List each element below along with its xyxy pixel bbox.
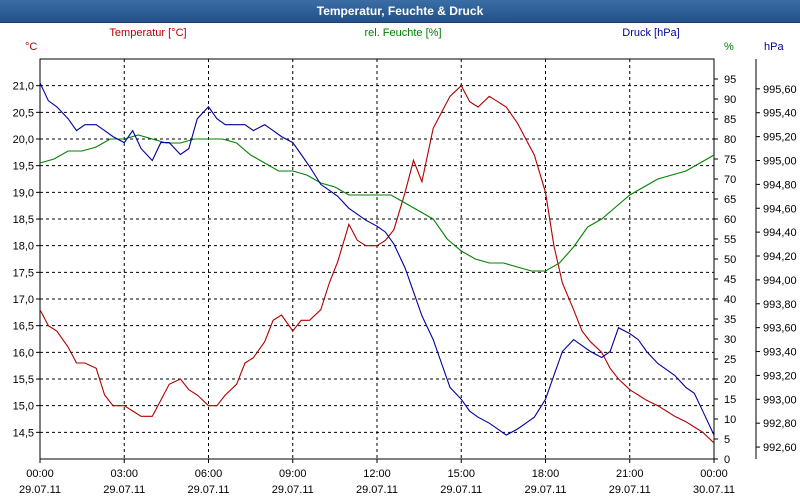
- temperature-tick-label: 16,0: [13, 347, 34, 359]
- series-line-pressure: [39, 82, 715, 436]
- time-tick-label: 00:00: [26, 468, 54, 480]
- temperature-tick-label: 15,0: [13, 401, 34, 413]
- humidity-tick-label: 95: [724, 74, 736, 86]
- humidity-tick-label: 80: [724, 134, 736, 146]
- humidity-tick-label: 35: [724, 314, 736, 326]
- pressure-tick-label: 992,60: [763, 442, 797, 454]
- time-tick-label: 15:00: [447, 468, 475, 480]
- temperature-tick-label: 15,5: [13, 374, 34, 386]
- pressure-tick-label: 995,20: [763, 132, 797, 144]
- temperature-tick-label: 21,0: [13, 81, 34, 93]
- date-tick-label: 29.07.11: [356, 484, 398, 496]
- pressure-tick-label: 994,60: [763, 203, 797, 215]
- pressure-tick-label: 992,80: [763, 418, 797, 430]
- humidity-tick-label: 25: [724, 354, 736, 366]
- series-line-humidity: [39, 134, 715, 272]
- date-tick-label: 29.07.11: [19, 484, 61, 496]
- humidity-tick-label: 90: [724, 94, 736, 106]
- humidity-tick-label: 30: [724, 334, 736, 346]
- humidity-tick-label: 65: [724, 194, 736, 206]
- temperature-tick-label: 18,5: [13, 214, 34, 226]
- temperature-tick-label: 20,5: [13, 107, 34, 119]
- pressure-tick-label: 993,40: [763, 347, 797, 359]
- time-axis-ticks: 00:00 29.07.11 03:00 29.07.11 06:00 29.07.11 0…: [19, 459, 735, 496]
- time-tick-label: 06:00: [195, 468, 223, 480]
- humidity-tick-label: 15: [724, 394, 736, 406]
- pressure-tick-label: 995,00: [763, 155, 797, 167]
- humidity-tick-label: 55: [724, 234, 736, 246]
- series-line-temperature: [39, 84, 715, 444]
- time-tick-label: 09:00: [279, 468, 307, 480]
- temperature-tick-label: 20,0: [13, 134, 34, 146]
- time-tick-label: 00:00: [700, 468, 728, 480]
- humidity-tick-label: 70: [724, 174, 736, 186]
- pressure-tick-label: 994,80: [763, 179, 797, 191]
- pressure-tick-label: 994,40: [763, 227, 797, 239]
- humidity-tick-label: 60: [724, 214, 736, 226]
- window-title: Temperatur, Feuchte & Druck: [0, 0, 800, 23]
- temperature-tick-label: 17,0: [13, 294, 34, 306]
- pressure-tick-label: 993,20: [763, 370, 797, 382]
- pressure-axis-ticks: 992,60 992,80 993,00 993,20 993,40 993,60 993,…: [755, 59, 797, 459]
- temperature-tick-label: 19,5: [13, 161, 34, 173]
- humidity-tick-label: 75: [724, 154, 736, 166]
- pressure-tick-label: 995,60: [763, 84, 797, 96]
- humidity-tick-label: 85: [724, 114, 736, 126]
- humidity-tick-label: 50: [724, 254, 736, 266]
- time-tick-label: 03:00: [110, 468, 138, 480]
- temperature-tick-label: 18,0: [13, 241, 34, 253]
- humidity-tick-label: 0: [724, 454, 730, 466]
- time-tick-label: 12:00: [363, 468, 391, 480]
- date-tick-label: 29.07.11: [272, 484, 314, 496]
- humidity-tick-label: 10: [724, 414, 736, 426]
- grid-lines: [40, 59, 714, 459]
- pressure-tick-label: 993,60: [763, 323, 797, 335]
- pressure-unit-label: hPa: [764, 41, 784, 53]
- time-tick-label: 18:00: [532, 468, 560, 480]
- date-tick-label: 29.07.11: [187, 484, 229, 496]
- legend-pressure: Druck [hPa]: [622, 27, 679, 39]
- pressure-tick-label: 994,00: [763, 275, 797, 287]
- temperature-tick-label: 19,0: [13, 187, 34, 199]
- temperature-tick-label: 14,5: [13, 427, 34, 439]
- humidity-tick-label: 45: [724, 274, 736, 286]
- date-tick-label: 29.07.11: [440, 484, 482, 496]
- humidity-tick-label: 40: [724, 294, 736, 306]
- date-tick-label: 29.07.11: [524, 484, 566, 496]
- date-tick-label: 30.07.11: [693, 484, 735, 496]
- temperature-unit-label: °C: [25, 41, 37, 53]
- date-tick-label: 29.07.11: [609, 484, 651, 496]
- pressure-tick-label: 993,00: [763, 394, 797, 406]
- pressure-tick-label: 993,80: [763, 299, 797, 311]
- humidity-axis-ticks: 0 5 10 15 20 25 30 35 40 45 50 55 60 65 70 75 80 85 90 95: [714, 74, 736, 466]
- weather-line-chart: °C % hPa Temperatur [°C] rel. Feuchte [%…: [13, 27, 797, 496]
- temperature-tick-label: 16,5: [13, 321, 34, 333]
- humidity-tick-label: 20: [724, 374, 736, 386]
- humidity-unit-label: %: [724, 41, 734, 53]
- pressure-tick-label: 994,20: [763, 251, 797, 263]
- temperature-tick-label: 17,5: [13, 267, 34, 279]
- legend-humidity: rel. Feuchte [%]: [364, 27, 441, 39]
- pressure-tick-label: 995,40: [763, 108, 797, 120]
- series-lines: [39, 82, 715, 444]
- legend-temperature: Temperatur [°C]: [109, 27, 186, 39]
- humidity-tick-label: 5: [724, 434, 730, 446]
- time-tick-label: 21:00: [616, 468, 644, 480]
- date-tick-label: 29.07.11: [103, 484, 145, 496]
- temperature-axis-ticks: 14,5 15,0 15,5 16,0 16,5 17,0 17,5 18,0 18,5 19,0…: [13, 81, 40, 439]
